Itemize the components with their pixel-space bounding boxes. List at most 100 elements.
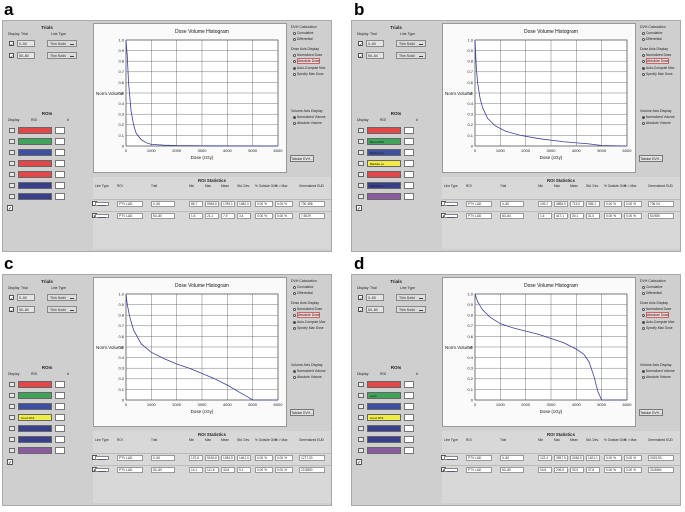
roi-row[interactable] bbox=[7, 148, 87, 158]
trial-checkbox[interactable]: ✓ bbox=[358, 295, 363, 301]
trial-row[interactable]: ✓ 50–80 Thin Solid bbox=[356, 306, 436, 315]
normalized-volume-radio[interactable]: Normalized Volume bbox=[293, 115, 326, 119]
specify-max-dose-radio[interactable]: Specify Max Dose bbox=[293, 72, 324, 76]
roi-color-bar[interactable] bbox=[367, 171, 401, 178]
specify-max-dose-radio[interactable]: Specify Max Dose bbox=[293, 326, 324, 330]
normalized-dose-radio[interactable]: Normalized Dose bbox=[293, 53, 322, 57]
roi-number-field[interactable] bbox=[55, 392, 65, 399]
roi-select-checkbox[interactable]: ✓ bbox=[7, 459, 13, 465]
roi-row[interactable] bbox=[356, 402, 436, 412]
roi-row[interactable] bbox=[7, 126, 87, 136]
roi-display-toggle[interactable] bbox=[9, 150, 15, 155]
roi-number-field[interactable] bbox=[404, 403, 414, 410]
cumulative-radio[interactable]: Cumulative bbox=[642, 285, 663, 289]
roi-display-toggle[interactable] bbox=[358, 393, 364, 398]
stats-row[interactable]: PTV LAD 0–50 170.6 5196.8 1284.5 1461.0 0.00 %… bbox=[92, 453, 331, 462]
roi-display-toggle[interactable] bbox=[358, 172, 364, 177]
roi-number-field[interactable] bbox=[55, 138, 65, 145]
roi-number-field[interactable] bbox=[55, 160, 65, 167]
absolute-dose-radio[interactable]: Absolute Dose bbox=[293, 312, 321, 318]
roi-row[interactable] bbox=[7, 402, 87, 412]
roi-number-field[interactable] bbox=[55, 149, 65, 156]
roi-row[interactable] bbox=[356, 446, 436, 456]
roi-display-toggle[interactable] bbox=[9, 161, 15, 166]
roi-color-bar[interactable]: Intestine ct bbox=[367, 182, 401, 189]
absolute-dose-radio[interactable]: Absolute Dose bbox=[642, 312, 670, 318]
roi-display-toggle[interactable] bbox=[358, 426, 364, 431]
roi-row[interactable] bbox=[7, 159, 87, 169]
roi-row[interactable] bbox=[356, 192, 436, 202]
roi-number-field[interactable] bbox=[55, 171, 65, 178]
roi-display-toggle[interactable] bbox=[9, 448, 15, 453]
absolute-volume-radio[interactable]: Absolute Volume bbox=[642, 121, 671, 125]
absolute-dose-radio[interactable]: Absolute Dose bbox=[293, 58, 321, 64]
roi-color-bar[interactable] bbox=[18, 160, 52, 167]
roi-row[interactable] bbox=[7, 380, 87, 390]
roi-row[interactable] bbox=[356, 126, 436, 136]
roi-color-bar[interactable] bbox=[367, 436, 401, 443]
roi-row[interactable] bbox=[7, 391, 87, 401]
trial-row[interactable]: ✓ 50–80 Thin Solid bbox=[7, 52, 87, 61]
roi-display-toggle[interactable] bbox=[9, 194, 15, 199]
roi-number-field[interactable] bbox=[404, 171, 414, 178]
cumulative-radio[interactable]: Cumulative bbox=[293, 31, 314, 35]
trial-checkbox[interactable]: ✓ bbox=[358, 53, 363, 59]
roi-number-field[interactable] bbox=[55, 425, 65, 432]
auto-compute-max-radio[interactable]: Auto-Compute Max bbox=[293, 66, 325, 70]
roi-color-bar[interactable] bbox=[18, 381, 52, 388]
roi-display-toggle[interactable] bbox=[358, 448, 364, 453]
cumulative-radio[interactable]: Cumulative bbox=[642, 31, 663, 35]
line-type-dropdown[interactable]: Thin Solid bbox=[396, 52, 426, 59]
roi-color-bar[interactable] bbox=[367, 193, 401, 200]
roi-display-toggle[interactable] bbox=[9, 393, 15, 398]
roi-display-toggle[interactable] bbox=[358, 183, 364, 188]
trial-row[interactable]: ✓ 0–50 Thin Solid bbox=[7, 294, 87, 303]
roi-color-bar[interactable] bbox=[18, 392, 52, 399]
roi-color-bar[interactable] bbox=[18, 447, 52, 454]
roi-number-field[interactable] bbox=[404, 149, 414, 156]
trial-checkbox[interactable]: ✓ bbox=[9, 295, 14, 301]
roi-color-bar[interactable] bbox=[18, 127, 52, 134]
roi-number-field[interactable] bbox=[404, 447, 414, 454]
stats-row[interactable]: PTV LAD 0–50 86.7 5948.8 1789.1 1480.0 0.00 % 0… bbox=[92, 199, 331, 208]
roi-row[interactable]: Rectum ct bbox=[356, 148, 436, 158]
tabular-dvh-button[interactable]: Tabular DVH... bbox=[639, 409, 663, 416]
roi-display-toggle[interactable] bbox=[9, 128, 15, 133]
roi-color-bar[interactable] bbox=[18, 182, 52, 189]
roi-color-bar[interactable]: boost RNI bbox=[18, 414, 52, 421]
roi-number-field[interactable] bbox=[404, 127, 414, 134]
auto-compute-max-radio[interactable]: Auto-Compute Max bbox=[293, 320, 325, 324]
line-type-dropdown[interactable]: Thin Solid bbox=[47, 52, 77, 59]
roi-color-bar[interactable] bbox=[367, 447, 401, 454]
roi-display-toggle[interactable] bbox=[358, 194, 364, 199]
roi-row[interactable]: boost RNI bbox=[356, 413, 436, 423]
absolute-dose-radio[interactable]: Absolute Dose bbox=[642, 58, 670, 64]
roi-color-bar[interactable]: Boost RNI bbox=[367, 138, 401, 145]
roi-display-toggle[interactable] bbox=[9, 183, 15, 188]
absolute-volume-radio[interactable]: Absolute Volume bbox=[293, 121, 322, 125]
differential-radio[interactable]: Differential bbox=[293, 291, 313, 295]
roi-row[interactable]: Intestine ct bbox=[356, 181, 436, 191]
roi-number-field[interactable] bbox=[55, 127, 65, 134]
normalized-dose-radio[interactable]: Normalized Dose bbox=[293, 307, 322, 311]
absolute-volume-radio[interactable]: Absolute Volume bbox=[293, 375, 322, 379]
roi-row[interactable] bbox=[7, 137, 87, 147]
roi-color-bar[interactable]: Rectum ct bbox=[367, 149, 401, 156]
tabular-dvh-button[interactable]: Tabular DVH... bbox=[290, 409, 314, 416]
roi-number-field[interactable] bbox=[55, 403, 65, 410]
roi-row[interactable] bbox=[356, 424, 436, 434]
line-type-dropdown[interactable]: Thin Solid bbox=[47, 40, 77, 47]
roi-color-bar[interactable] bbox=[18, 425, 52, 432]
roi-row[interactable] bbox=[7, 192, 87, 202]
roi-color-bar[interactable] bbox=[367, 381, 401, 388]
stats-row[interactable]: PTV LAD 0–50 122.4 4957.5 2436.5 1621.1 0.00 %… bbox=[441, 453, 680, 462]
roi-number-field[interactable] bbox=[55, 447, 65, 454]
roi-number-field[interactable] bbox=[55, 182, 65, 189]
line-type-dropdown[interactable]: Thin Solid bbox=[396, 294, 426, 301]
trial-checkbox[interactable]: ✓ bbox=[358, 307, 363, 313]
normalized-volume-radio[interactable]: Normalized Volume bbox=[293, 369, 326, 373]
trial-row[interactable]: ✓ 50–64 Thin Solid bbox=[356, 52, 436, 61]
roi-color-bar[interactable] bbox=[18, 403, 52, 410]
roi-row[interactable] bbox=[7, 435, 87, 445]
